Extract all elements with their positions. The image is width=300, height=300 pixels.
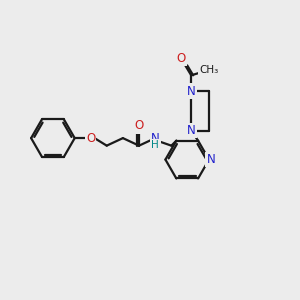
Text: O: O — [134, 119, 144, 132]
Text: O: O — [86, 132, 95, 145]
Text: N: N — [151, 132, 160, 145]
Text: CH₃: CH₃ — [200, 65, 219, 75]
Text: O: O — [177, 52, 186, 65]
Text: N: N — [187, 85, 196, 98]
Text: N: N — [187, 124, 196, 137]
Text: N: N — [207, 153, 215, 166]
Text: H: H — [151, 140, 159, 150]
